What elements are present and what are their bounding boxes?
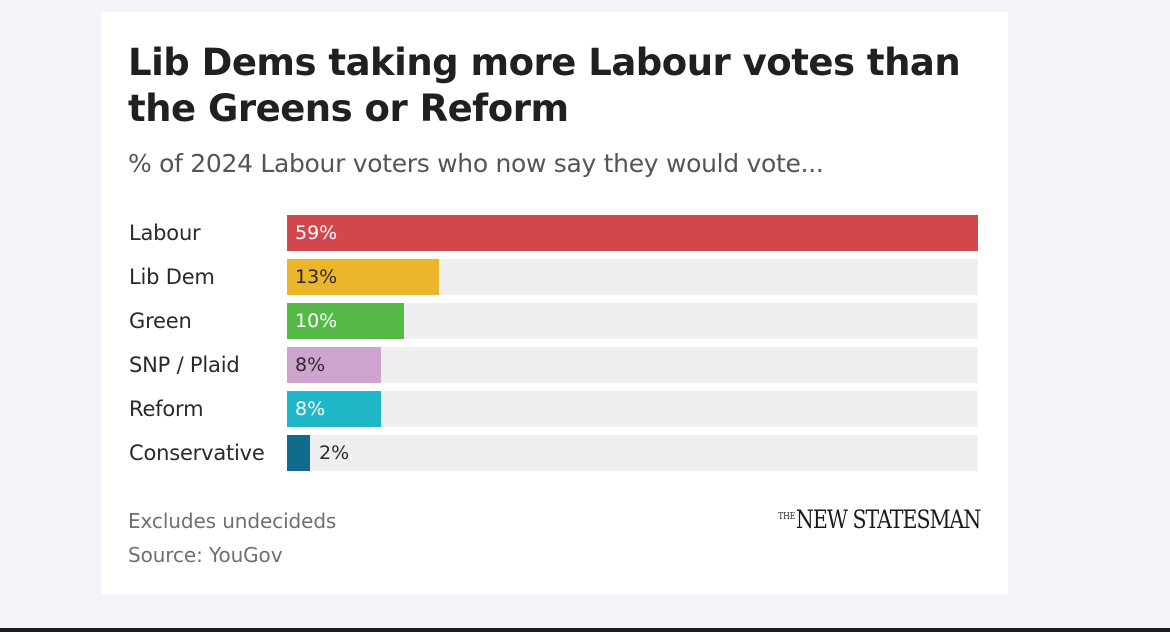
- category-label: Green: [129, 309, 192, 333]
- value-label: 59%: [295, 222, 338, 244]
- chart-title: Lib Dems taking more Labour votes than t…: [128, 41, 961, 130]
- chart-subtitle: % of 2024 Labour voters who now say they…: [128, 149, 824, 178]
- value-label: 8%: [295, 354, 326, 376]
- bar-track: 10%: [287, 303, 978, 339]
- new-statesman-logo: THENEW STATESMAN: [778, 505, 981, 534]
- value-label: 10%: [295, 310, 338, 332]
- logo-wordmark: NEW STATESMAN: [795, 505, 981, 534]
- logo-the: THE: [778, 512, 795, 522]
- bottom-rule: [0, 628, 1170, 632]
- bar-track: 8%: [287, 391, 978, 427]
- bar: [287, 215, 978, 251]
- bar-track: 59%: [287, 215, 978, 251]
- bar-track: 13%: [287, 259, 978, 295]
- bar: [287, 303, 404, 339]
- value-label: 13%: [295, 266, 338, 288]
- bar: [287, 391, 381, 427]
- value-label: 2%: [319, 442, 350, 464]
- chart-card: Lib Dems taking more Labour votes than t…: [101, 12, 1008, 595]
- value-label: 8%: [295, 398, 326, 420]
- bar: [287, 259, 439, 295]
- bar-track: 2%: [287, 435, 978, 471]
- category-label: Labour: [129, 221, 201, 245]
- category-label: Reform: [129, 397, 204, 421]
- bar: [287, 347, 381, 383]
- bar-track: 8%: [287, 347, 978, 383]
- bar: [287, 435, 310, 471]
- source-note: Source: YouGov: [128, 543, 283, 567]
- category-label: SNP / Plaid: [129, 353, 240, 377]
- category-label: Lib Dem: [129, 265, 215, 289]
- category-label: Conservative: [129, 441, 265, 465]
- footnote: Excludes undecideds: [128, 509, 337, 533]
- bar-chart: Labour 59% Lib Dem 13% Green 10% SNP / Plaid 8%…: [101, 12, 1008, 595]
